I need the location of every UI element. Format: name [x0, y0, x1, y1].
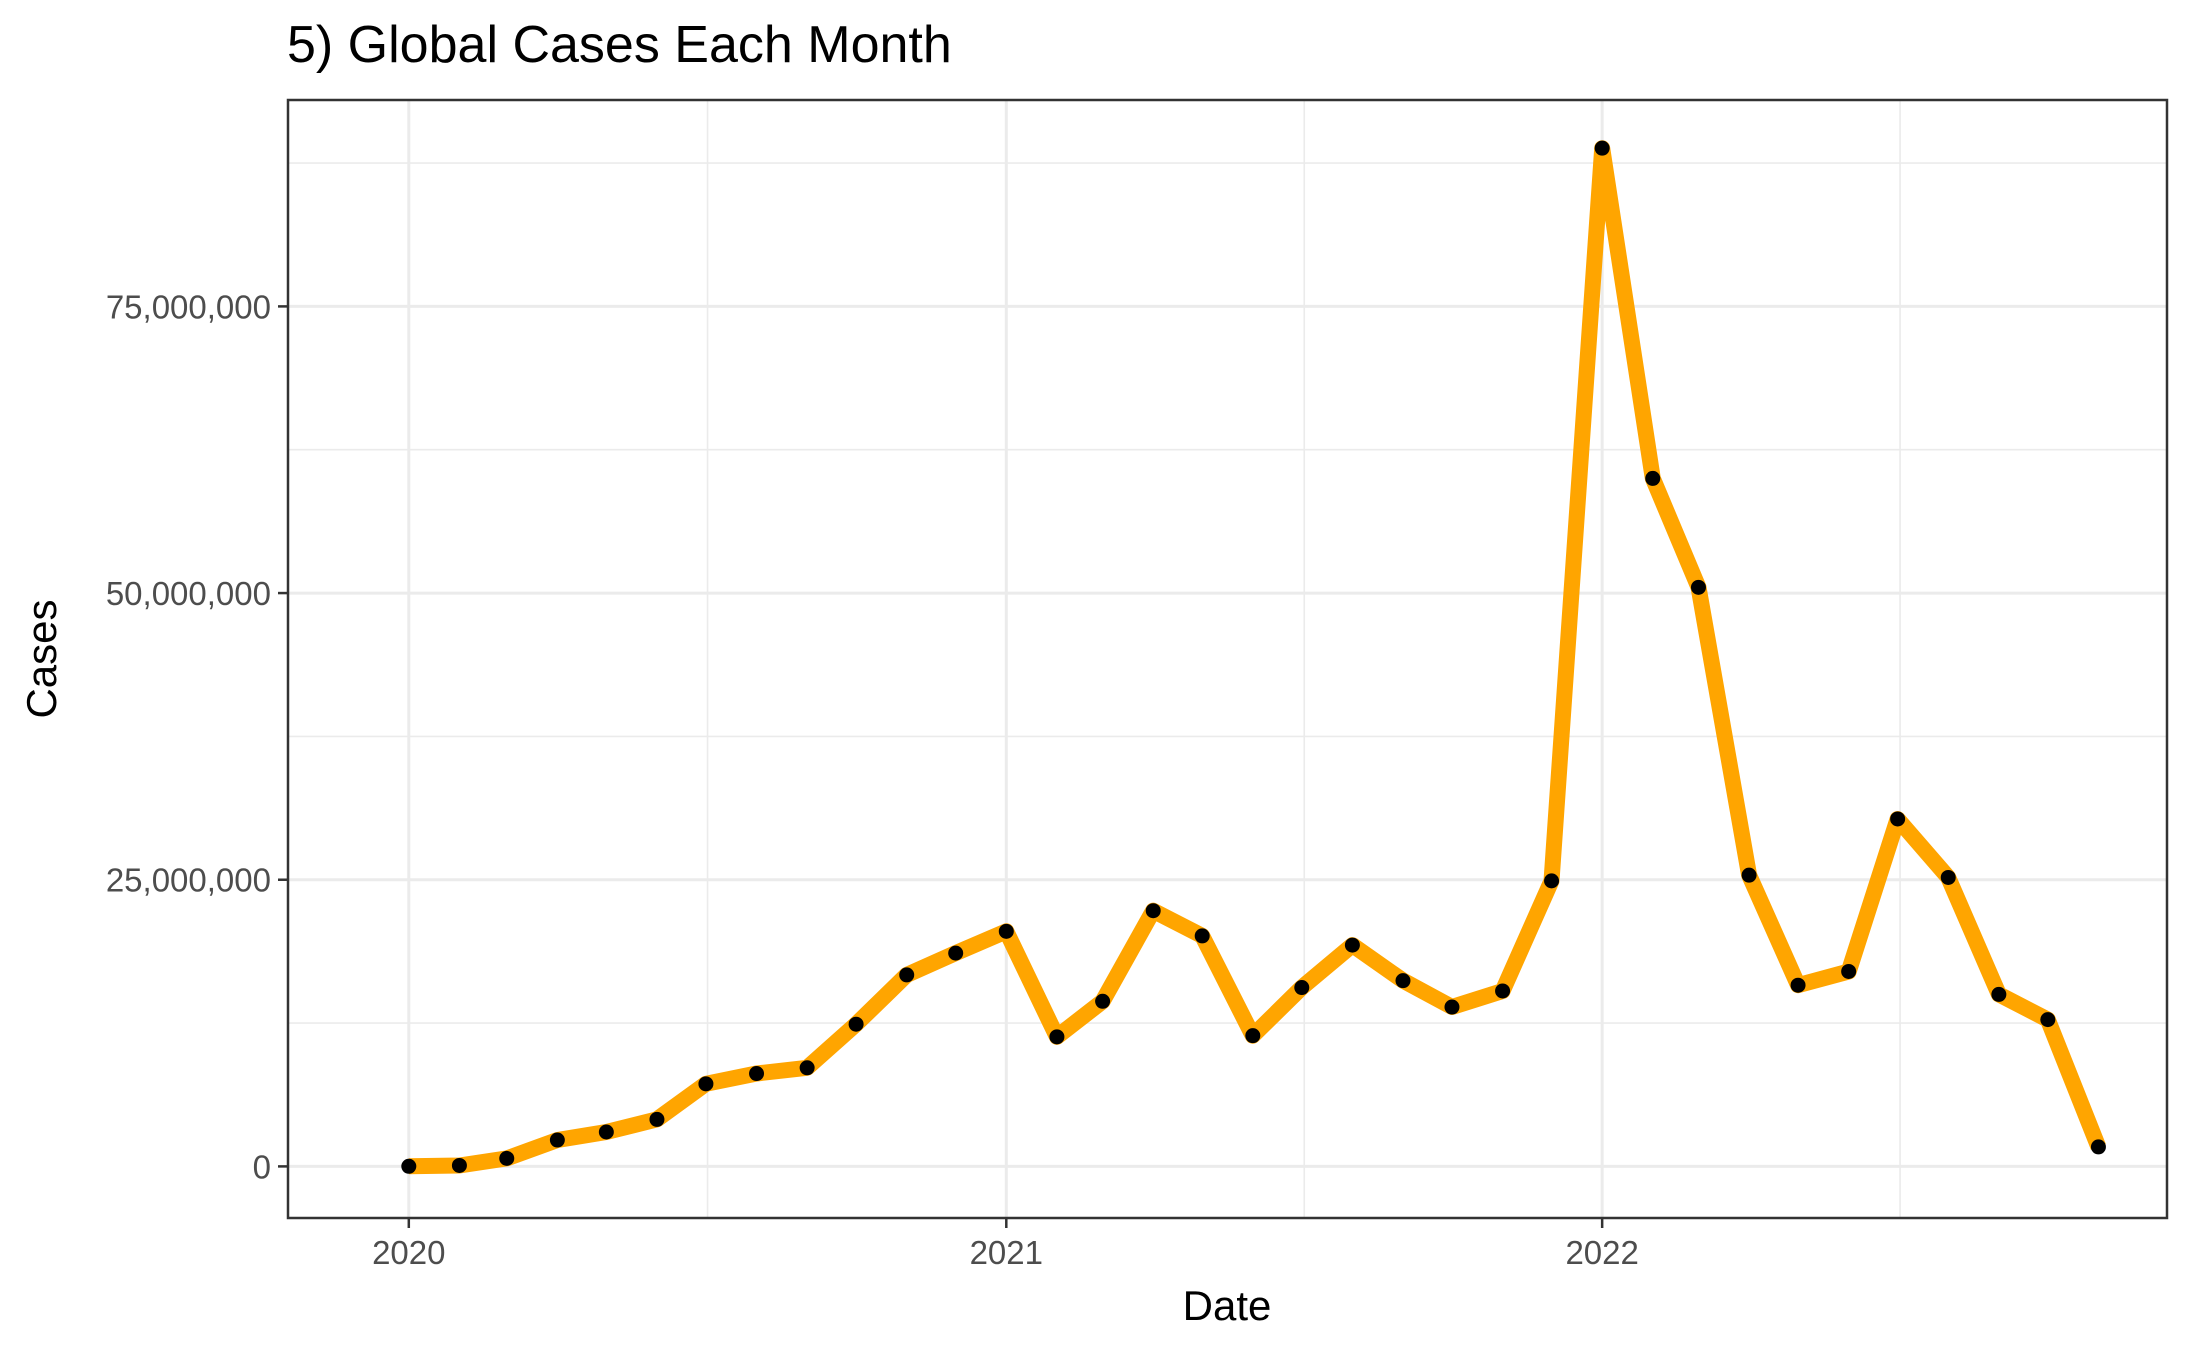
y-axis-title: Cases: [18, 599, 65, 718]
x-tick-label-0: 2020: [372, 1234, 445, 1271]
x-axis-ticks: 2020 2021 2022: [372, 1218, 1639, 1271]
data-point-13: [1049, 1029, 1065, 1045]
y-tick-label-1: 25,000,000: [106, 862, 271, 899]
data-point-0: [401, 1158, 417, 1174]
data-point-8: [799, 1060, 815, 1076]
y-axis-ticks: 0 25,000,000 50,000,000 75,000,000: [106, 288, 288, 1185]
major-gridlines: [288, 100, 2167, 1218]
x-axis-title: Date: [1183, 1282, 1272, 1329]
data-point-3: [549, 1132, 565, 1148]
data-point-33: [2040, 1012, 2056, 1028]
series-line-group: [408, 140, 2106, 1175]
y-tick-label-2: 50,000,000: [106, 575, 271, 612]
data-point-26: [1690, 579, 1706, 595]
data-point-12: [998, 923, 1014, 939]
data-point-23: [1544, 873, 1560, 889]
data-point-16: [1194, 928, 1210, 944]
data-point-29: [1841, 963, 1857, 979]
data-point-28: [1790, 977, 1806, 993]
data-point-24: [1594, 140, 1610, 156]
x-tick-label-1: 2021: [970, 1234, 1043, 1271]
plot-panel-border: [286, 98, 2169, 1220]
data-point-25: [1645, 470, 1661, 486]
x-tick-label-2: 2022: [1565, 1234, 1638, 1271]
y-tick-label-3: 75,000,000: [106, 288, 271, 325]
data-point-31: [1940, 869, 1956, 885]
data-point-10: [899, 967, 915, 983]
data-point-4: [598, 1124, 614, 1140]
data-point-2: [499, 1150, 515, 1166]
data-point-22: [1495, 983, 1511, 999]
chart-title: 5) Global Cases Each Month: [287, 16, 952, 74]
data-point-6: [698, 1076, 714, 1092]
data-point-30: [1890, 811, 1906, 827]
data-point-14: [1095, 993, 1111, 1009]
data-point-1: [451, 1157, 467, 1173]
data-point-5: [649, 1111, 665, 1127]
data-point-32: [1991, 986, 2007, 1002]
series-points-group: [401, 140, 2106, 1174]
data-point-7: [749, 1066, 765, 1082]
y-tick-label-0: 0: [253, 1148, 271, 1185]
series-line: [408, 140, 2106, 1175]
minor-gridlines: [288, 100, 2167, 1218]
data-point-11: [948, 945, 964, 961]
data-point-27: [1741, 867, 1757, 883]
data-point-18: [1294, 980, 1310, 996]
data-point-9: [848, 1016, 864, 1032]
data-point-17: [1245, 1028, 1261, 1044]
data-point-34: [2090, 1139, 2106, 1155]
data-point-21: [1444, 999, 1460, 1015]
data-point-15: [1145, 903, 1161, 919]
data-point-20: [1395, 973, 1411, 989]
data-point-19: [1344, 937, 1360, 953]
